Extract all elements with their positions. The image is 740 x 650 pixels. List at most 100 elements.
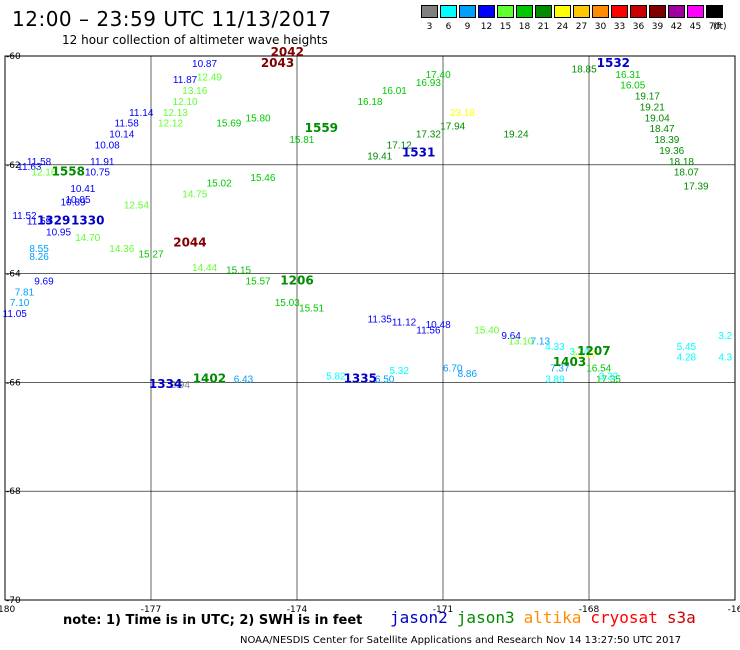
data-point-jason2: 15.51	[299, 304, 324, 315]
x-tick-label: -171	[433, 605, 453, 615]
data-point-altika: 23.18	[450, 108, 475, 119]
data-point-jason3: 15.57	[246, 276, 271, 287]
data-point-jason3: 15.69	[216, 119, 241, 130]
data-point-jason2: 11.12	[392, 317, 417, 328]
data-point-jason2: 11.05	[3, 309, 28, 320]
data-point-jason3: 15.02	[207, 179, 232, 190]
data-point-jason2: 10.08	[95, 140, 120, 151]
data-point-jason2: 5.82	[326, 372, 346, 383]
x-tick-label: -180	[0, 605, 15, 615]
data-point-jason3: 15.27	[138, 249, 163, 260]
colorbar-swatch	[649, 5, 666, 18]
data-point-jason3: 12.13	[163, 108, 188, 119]
colorbar-label: 6	[445, 22, 452, 32]
colorbar-swatch	[706, 5, 723, 18]
data-point-jason3: 17.39	[684, 181, 709, 192]
data-point-jason2: 11.52	[12, 211, 37, 222]
data-point-jason3: 19.17	[635, 92, 660, 103]
data-point-jason2: 7.81	[15, 287, 35, 298]
y-tick-label: -66	[6, 378, 21, 388]
data-point-jason3: 19.36	[659, 146, 684, 157]
colorbar-label: 36	[632, 22, 645, 32]
colorbar-label: 45	[689, 22, 702, 32]
data-point-jason2: 11.14	[129, 108, 154, 119]
x-tick-label: -16	[728, 605, 740, 615]
data-point-s3a: 4.3	[718, 353, 732, 364]
data-point-s3a: 4.28	[677, 353, 697, 364]
colorbar-swatch	[592, 5, 609, 18]
y-tick-label: -64	[6, 270, 21, 280]
data-point-jason3: 15.46	[250, 173, 275, 184]
data-point-jason3: 16.93	[416, 78, 441, 89]
data-point-jason2: 15.03	[275, 298, 300, 309]
data-point-jason3: 13.10	[508, 336, 533, 347]
colorbar-swatch	[611, 5, 628, 18]
pass-time-label: 2044	[173, 235, 206, 249]
data-point-jason2: 11.58	[27, 157, 52, 168]
data-point-jason3: 18.85	[572, 64, 597, 75]
pass-time-label: 1335	[344, 371, 377, 385]
data-point-jason3: 15.80	[246, 113, 271, 124]
colorbar-label: 18	[518, 22, 531, 32]
data-point-jason2: 6.50	[375, 374, 395, 385]
data-point-jason3: 16.01	[382, 86, 407, 97]
colorbar-swatch	[421, 5, 438, 18]
data-point-jason2: 9.69	[34, 276, 54, 287]
data-point-jason3: 12.10	[173, 97, 198, 108]
pass-time-label: 2043	[261, 56, 294, 70]
data-point-jason2: 11.35	[368, 315, 393, 326]
colorbar-label: 3	[426, 22, 433, 32]
data-point-jason2: 7.10	[10, 298, 30, 309]
data-point-jason3: 17.35	[596, 374, 621, 385]
colorbar-swatch	[687, 5, 704, 18]
data-point-jason3: 12.54	[124, 200, 149, 211]
legend-entry-altika: altika	[523, 608, 582, 627]
data-point-jason3: 17.40	[426, 70, 451, 81]
data-point-altika: 23.47	[572, 350, 597, 361]
data-point-jason3: 17.94	[440, 121, 465, 132]
colorbar-label: 39	[651, 22, 664, 32]
pass-time-label: 1559	[305, 121, 338, 135]
pass-time-label: 1206	[280, 273, 313, 287]
x-tick-label: -168	[579, 605, 600, 615]
data-point-s3a: 3.89	[545, 374, 565, 385]
data-point-jason2: 10.41	[70, 184, 95, 195]
colorbar-unit: (ft)	[713, 22, 727, 32]
colorbar-label: 24	[556, 22, 569, 32]
colorbar-label: 42	[670, 22, 683, 32]
data-point-s3a: 7.37	[550, 364, 570, 375]
data-point-jason3: 12.12	[158, 119, 183, 130]
pass-time-label: 1329	[37, 214, 70, 228]
data-point-jason3: 16.05	[620, 81, 645, 92]
colorbar-swatch	[554, 5, 571, 18]
y-tick-label: -68	[6, 487, 21, 497]
data-point-jason3: 19.21	[640, 102, 665, 113]
colorbar-label: 70	[708, 22, 721, 32]
data-point-jason3: 16.18	[357, 97, 382, 108]
footer-note: note: 1) Time is in UTC; 2) SWH is in fe…	[63, 613, 363, 628]
pass-time-label: 1207	[577, 344, 610, 358]
data-point-jason2: 10.05	[65, 195, 90, 206]
footer-credit: NOAA/NESDIS Center for Satellite Applica…	[240, 635, 682, 646]
satellite-legend: jason2 jason3 altika cryosat s3a	[390, 608, 705, 627]
colorbar-label: 12	[480, 22, 493, 32]
data-point-jason3: 17.32	[416, 130, 441, 141]
data-point-jason2: 10.87	[192, 59, 217, 70]
data-point-jason2: 11.63	[17, 162, 42, 173]
data-point-jason3: 14.70	[75, 233, 100, 244]
pass-time-label: 1403	[553, 355, 586, 369]
data-point-jason2: 8.26	[29, 252, 49, 263]
x-tick-label: -177	[141, 605, 161, 615]
pass-time-label: 1330	[71, 214, 104, 228]
plot-frame	[4, 55, 736, 601]
chart-subtitle: 12 hour collection of altimeter wave hei…	[62, 33, 328, 47]
legend-entry-s3a: s3a	[666, 608, 696, 627]
data-point-jason3: 16.31	[615, 70, 640, 81]
colorbar-swatch	[668, 5, 685, 18]
pass-time-label: 2042	[271, 45, 304, 59]
data-point-jason2: 6.43	[234, 374, 254, 385]
data-point-s3a: 3.74	[570, 347, 590, 358]
colorbar-swatch	[440, 5, 457, 18]
data-point-jason2: 10.89	[61, 198, 86, 209]
